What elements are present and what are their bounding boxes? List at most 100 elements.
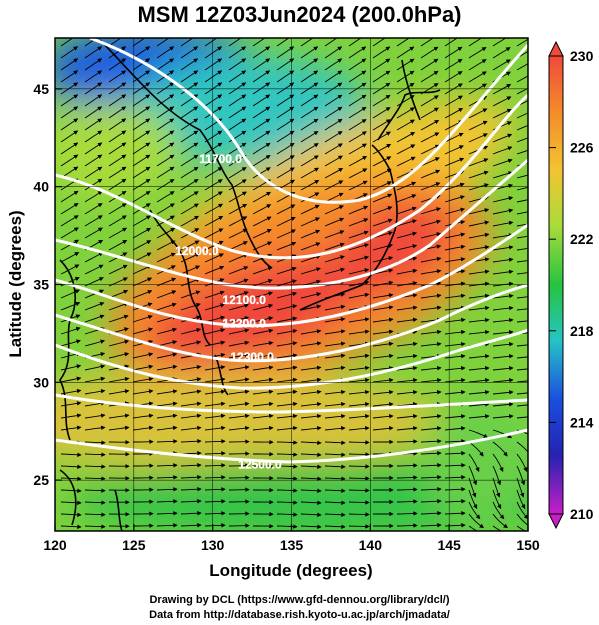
streamline bbox=[444, 145, 464, 155]
streamline bbox=[156, 94, 175, 107]
streamline bbox=[516, 235, 528, 239]
streamline bbox=[132, 327, 154, 335]
streamline bbox=[444, 354, 466, 359]
streamline bbox=[372, 94, 391, 107]
streamline bbox=[252, 401, 274, 407]
streamline bbox=[276, 512, 298, 517]
streamline bbox=[468, 414, 490, 419]
streamline bbox=[60, 488, 82, 494]
colorbar-tick-label: 222 bbox=[570, 231, 594, 247]
streamline bbox=[84, 252, 104, 263]
streamline bbox=[516, 489, 526, 510]
streamline bbox=[396, 390, 418, 395]
streamline bbox=[492, 208, 514, 215]
streamline bbox=[60, 376, 82, 383]
streamline bbox=[372, 317, 394, 323]
streamline bbox=[60, 227, 79, 239]
streamline bbox=[228, 425, 250, 431]
colorbar-tick-label: 230 bbox=[570, 48, 594, 64]
streamline bbox=[156, 82, 175, 95]
streamline bbox=[84, 154, 103, 167]
streamline bbox=[228, 70, 247, 83]
streamline bbox=[108, 376, 130, 383]
streamline bbox=[228, 266, 249, 275]
streamline bbox=[444, 414, 466, 419]
streamline bbox=[372, 256, 394, 263]
streamline bbox=[156, 487, 178, 492]
streamline bbox=[300, 426, 322, 431]
streamline bbox=[276, 106, 295, 119]
streamline bbox=[156, 166, 175, 179]
streamline bbox=[492, 366, 514, 371]
x-tick-label: 120 bbox=[43, 537, 67, 553]
streamline bbox=[492, 317, 514, 323]
streamline bbox=[468, 208, 490, 215]
streamline bbox=[132, 215, 151, 227]
streamline bbox=[516, 501, 528, 520]
streamline bbox=[420, 462, 442, 468]
streamline bbox=[228, 106, 247, 119]
streamline bbox=[372, 377, 394, 383]
streamline bbox=[444, 475, 466, 480]
streamline bbox=[180, 46, 199, 59]
streamline bbox=[468, 465, 478, 486]
streamline bbox=[180, 486, 202, 492]
streamline bbox=[468, 47, 487, 59]
streamline bbox=[156, 58, 175, 71]
streamline bbox=[276, 425, 298, 431]
streamline bbox=[372, 131, 391, 143]
streamline bbox=[252, 106, 271, 119]
streamline bbox=[492, 501, 505, 520]
streamline bbox=[468, 245, 490, 251]
streamline bbox=[84, 314, 105, 323]
streamline bbox=[228, 340, 250, 347]
streamline bbox=[228, 291, 249, 299]
streamline bbox=[180, 510, 202, 516]
streamline bbox=[396, 156, 416, 167]
streamline bbox=[348, 243, 369, 251]
streamline bbox=[156, 46, 175, 59]
streamline bbox=[300, 304, 322, 311]
streamline bbox=[108, 302, 129, 311]
streamline bbox=[84, 118, 103, 131]
streamline bbox=[324, 389, 346, 395]
streamline bbox=[516, 525, 526, 531]
streamline bbox=[516, 296, 528, 299]
streamline bbox=[372, 206, 393, 215]
streamline bbox=[300, 365, 322, 371]
streamline bbox=[84, 512, 106, 517]
streamline bbox=[420, 378, 442, 383]
streamline bbox=[444, 499, 466, 504]
streamline bbox=[60, 264, 80, 275]
streamline bbox=[516, 368, 528, 371]
streamline bbox=[156, 106, 175, 119]
streamline bbox=[180, 130, 199, 143]
streamline bbox=[348, 82, 367, 95]
streamline bbox=[204, 389, 226, 395]
streamline bbox=[180, 522, 202, 528]
streamline bbox=[348, 329, 370, 335]
streamline bbox=[468, 329, 490, 335]
streamline bbox=[372, 280, 394, 287]
streamline bbox=[468, 317, 490, 323]
streamline bbox=[156, 130, 175, 143]
streamline bbox=[492, 429, 513, 438]
streamline bbox=[420, 144, 440, 155]
colorbar-gradient bbox=[548, 55, 564, 515]
streamline bbox=[60, 401, 82, 407]
streamline bbox=[324, 464, 346, 469]
streamline bbox=[348, 414, 370, 419]
streamline bbox=[444, 207, 466, 215]
streamline bbox=[516, 75, 528, 83]
streamline bbox=[156, 352, 178, 359]
streamline bbox=[204, 523, 226, 528]
streamline bbox=[300, 254, 321, 263]
streamline bbox=[444, 132, 464, 143]
streamline bbox=[300, 413, 322, 419]
streamline bbox=[324, 106, 343, 119]
streamline bbox=[372, 390, 394, 395]
streamline bbox=[60, 203, 79, 215]
streamline bbox=[204, 253, 224, 263]
streamline bbox=[276, 401, 298, 407]
streamline bbox=[228, 38, 247, 47]
